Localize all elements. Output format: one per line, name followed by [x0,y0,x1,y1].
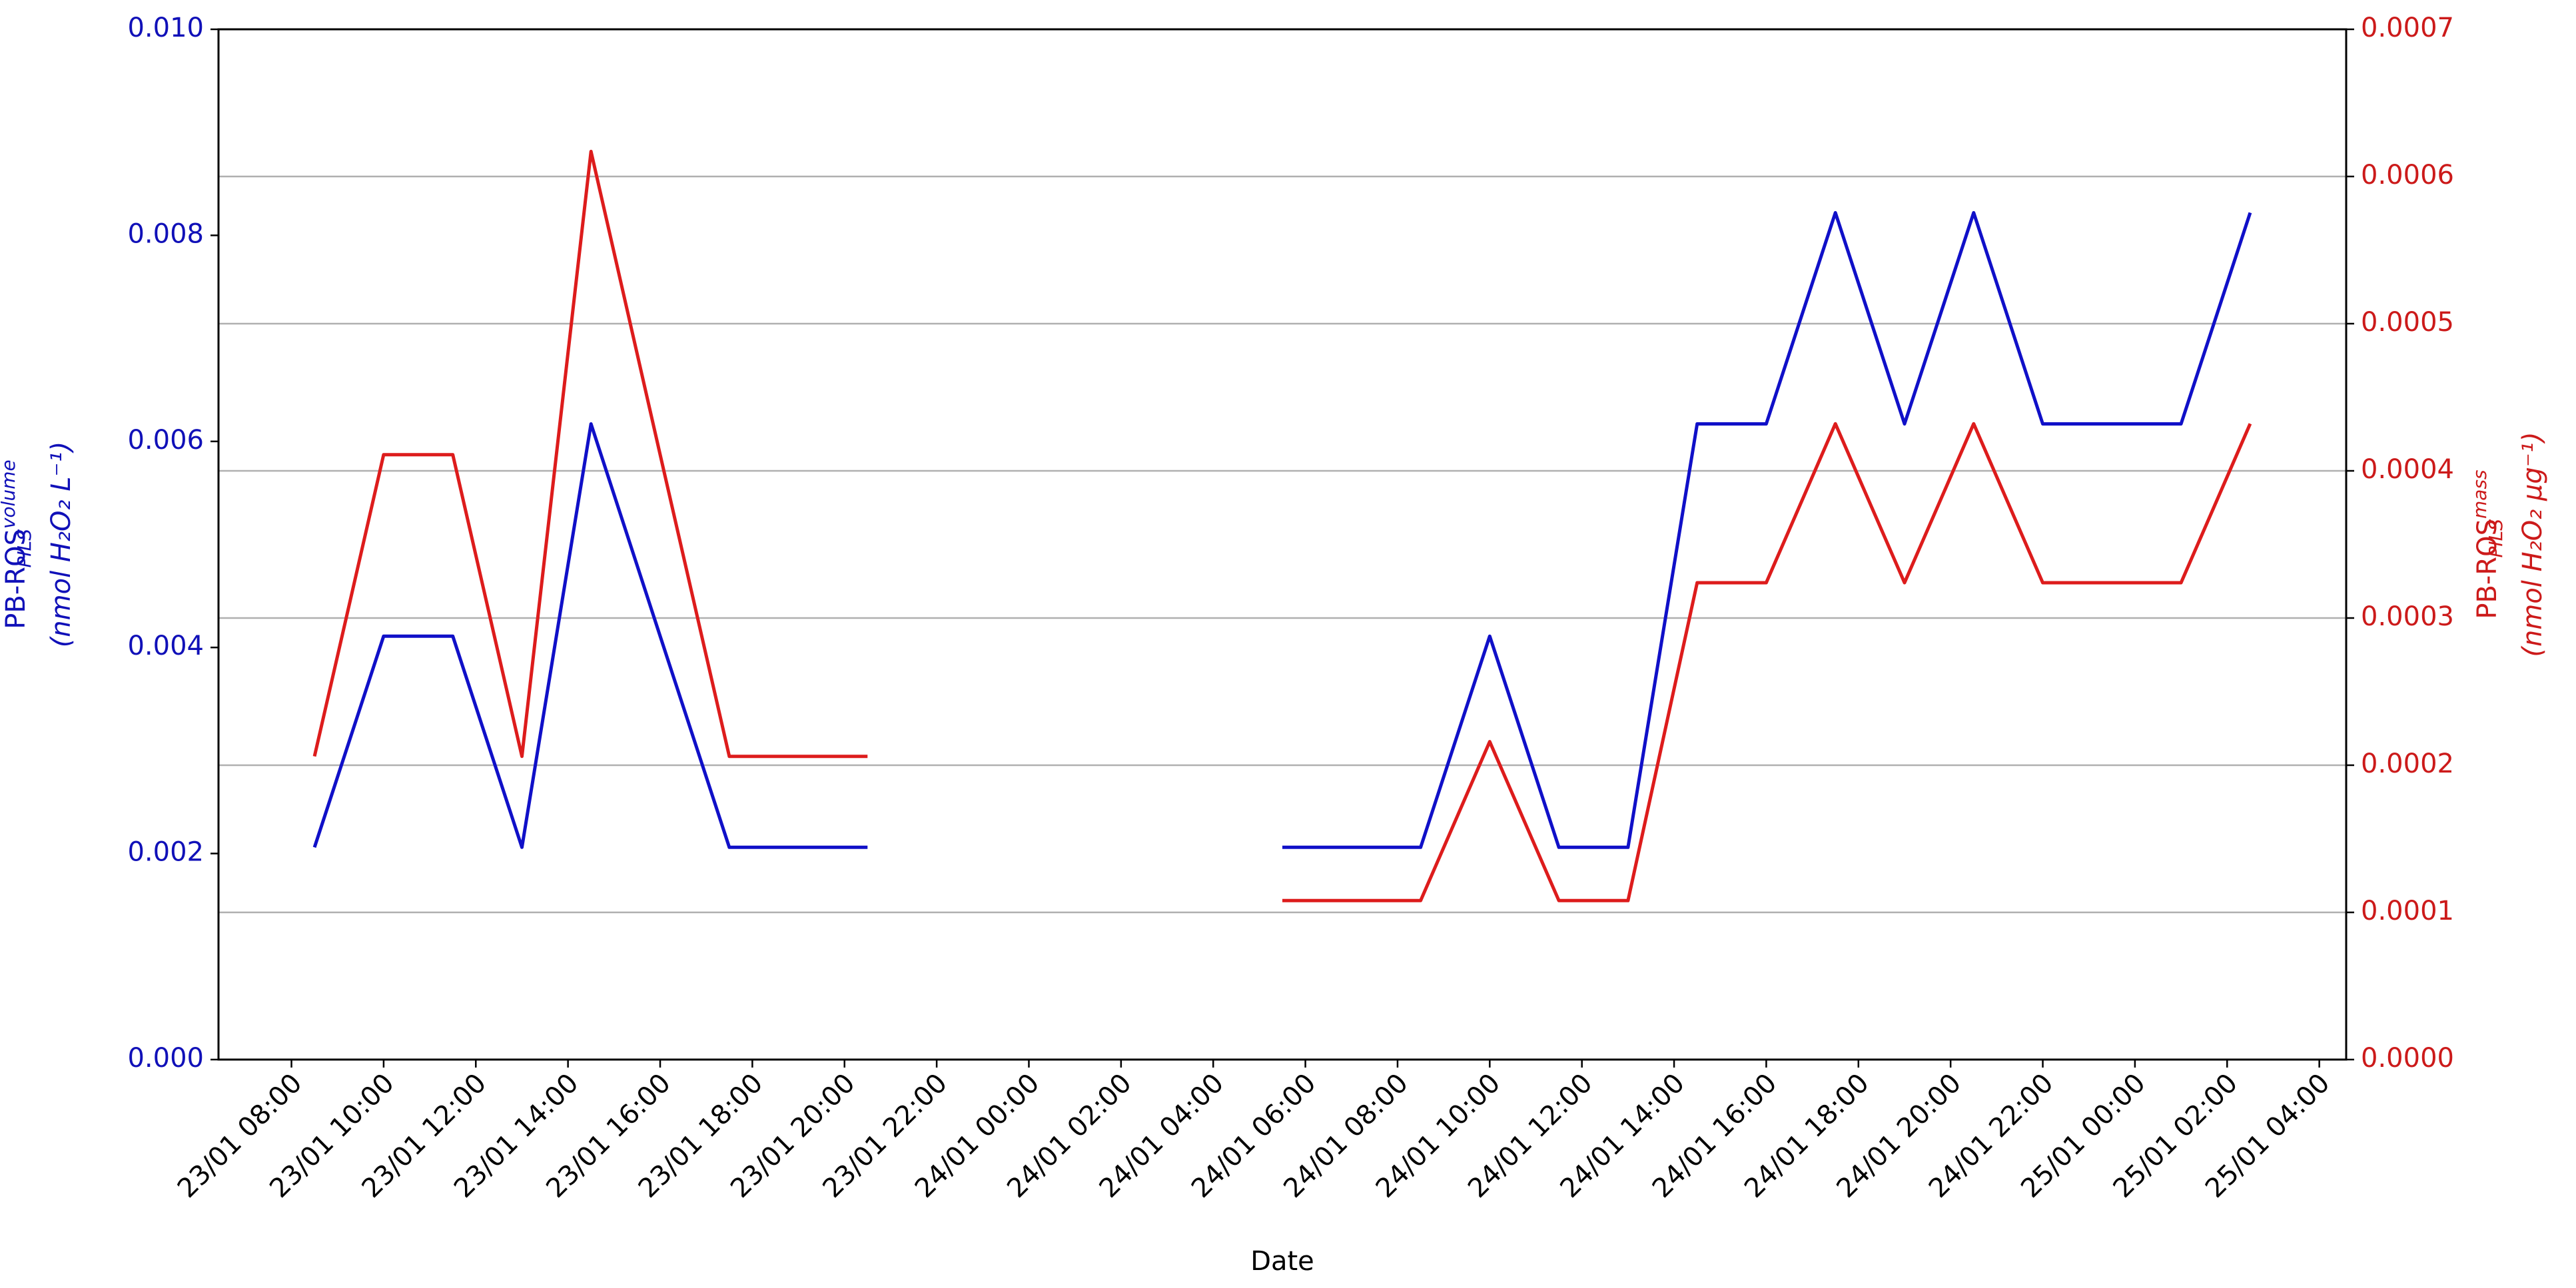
data-line [312,149,2252,902]
y-tick-label: 0.000 [127,1043,204,1074]
y2-axis-label: PB-ROSmassPILS (nmol H₂O₂ µg⁻¹) [2469,432,2548,657]
y-axis-label-sub: PILS [13,529,35,568]
y2-axis-label-sub: PILS [2485,519,2507,558]
y2-tick-label: 0.0005 [2361,307,2454,338]
y-tick-label: 0.004 [127,631,204,661]
y-axis-label-title: PB-ROSvolumePILS [0,460,35,629]
y2-tick-label: 0.0004 [2361,454,2454,485]
y2-axis-label-unit: (nmol H₂O₂ µg⁻¹) [2517,432,2548,657]
y2-tick-label: 0.0001 [2361,896,2454,926]
y2-axis-label-title: PB-ROSmassPILS [2469,470,2507,619]
y2-axis-label-sup: mass [2469,470,2491,519]
y2-tick-label: 0.0002 [2361,749,2454,779]
data-line [312,210,2252,849]
y-tick-label: 0.006 [127,425,204,456]
y-axis-label: PB-ROSvolumePILS (nmol H₂O₂ L⁻¹) [0,442,77,648]
x-axis-label: Date [1250,1246,1314,1277]
y-axis-label-sup: volume [0,460,19,529]
y-tick-label: 0.002 [127,837,204,868]
y2-axis-label-text: PB-ROS [2472,519,2503,619]
y2-tick-label: 0.0000 [2361,1043,2454,1074]
y2-tick-label: 0.0007 [2361,13,2454,43]
plot-frame [217,28,2348,1061]
y2-tick-label: 0.0003 [2361,601,2454,632]
y-axis-label-text: PB-ROS [1,529,31,629]
y-tick-label: 0.008 [127,218,204,249]
y-tick-label: 0.010 [127,13,204,43]
y2-tick-label: 0.0006 [2361,160,2454,190]
y-axis-label-unit: (nmol H₂O₂ L⁻¹) [46,442,77,648]
